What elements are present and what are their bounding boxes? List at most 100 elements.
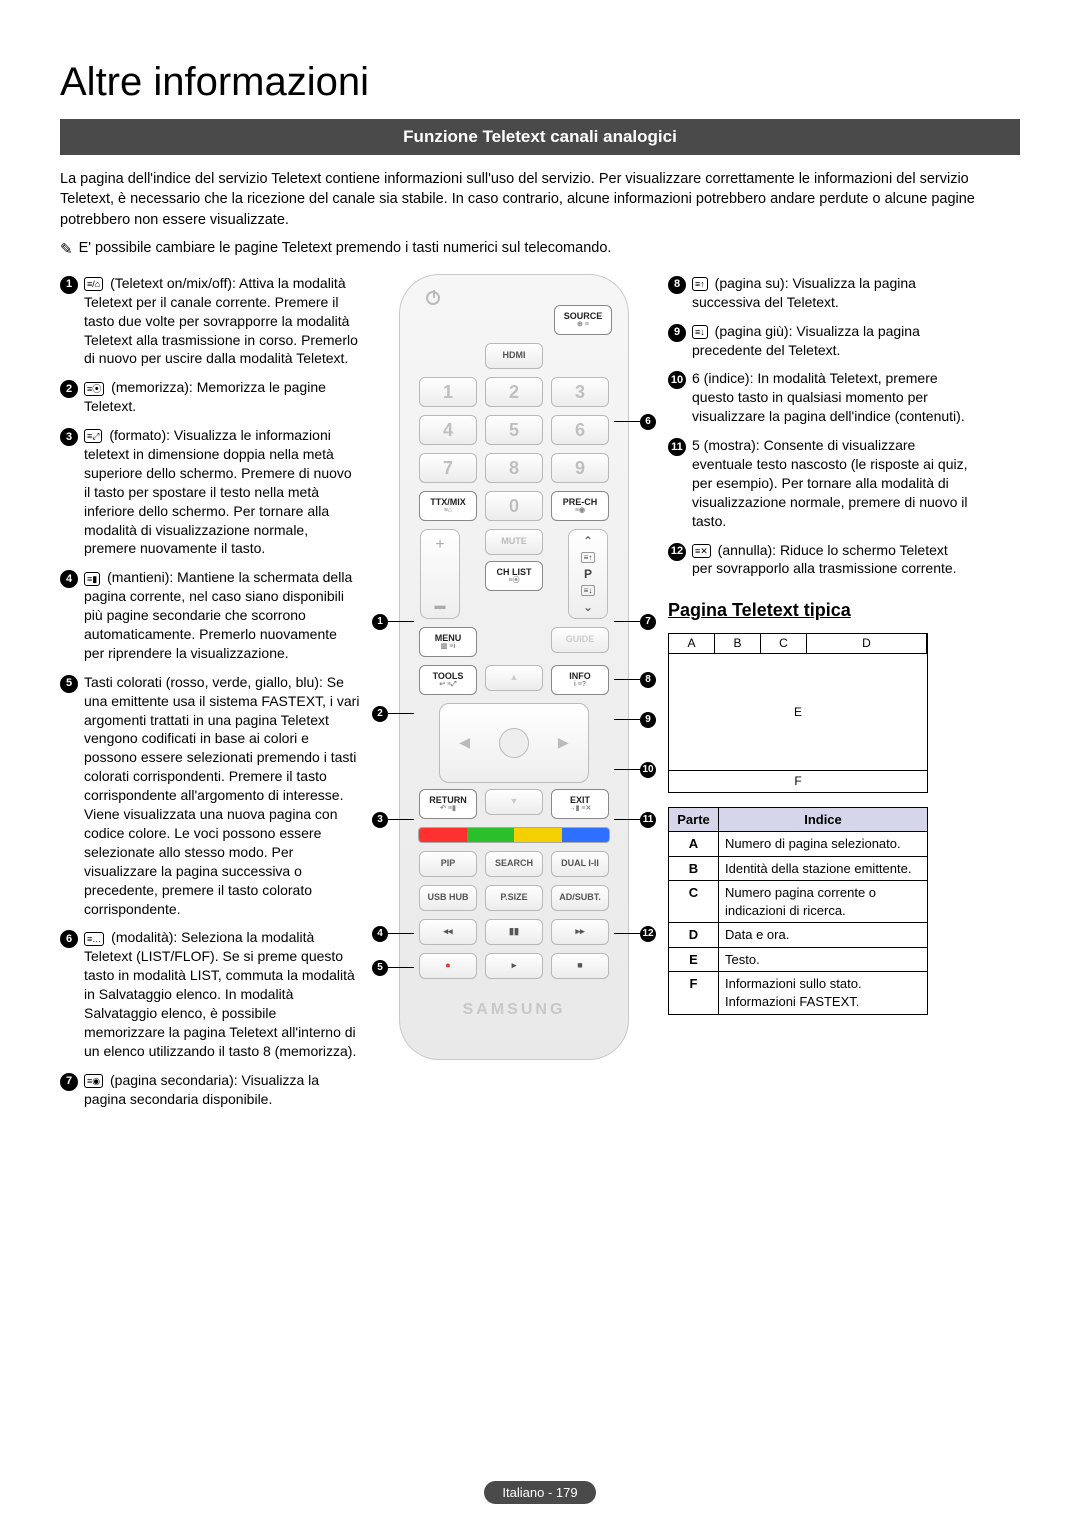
psize-button[interactable]: P.SIZE <box>485 885 543 911</box>
num-8[interactable]: 8 <box>485 453 543 483</box>
diagram-b: B <box>715 634 761 653</box>
cell-part: A <box>669 832 719 857</box>
chlist-button[interactable]: CH LIST≡⦿ <box>485 561 543 591</box>
feature-icon: ≡↓ <box>692 325 708 339</box>
feature-number: 12 <box>668 543 686 561</box>
prech-button[interactable]: PRE-CH≡◉ <box>551 491 609 521</box>
feature-text: ≡◉ (pagina secondaria): Visualizza la pa… <box>84 1071 360 1109</box>
num-7[interactable]: 7 <box>419 453 477 483</box>
callout-10: 10 <box>640 762 656 778</box>
search-button[interactable]: SEARCH <box>485 851 543 877</box>
feature-number: 6 <box>60 930 78 948</box>
feature-text: ≡↓ (pagina giù): Visualizza la pagina pr… <box>692 322 968 360</box>
diagram-e: E <box>669 654 927 770</box>
dpad[interactable]: ◀▶ <box>439 703 589 783</box>
cell-part: C <box>669 881 719 923</box>
diagram-d: D <box>807 634 927 653</box>
tools-button[interactable]: TOOLS↩ ≡⤢ <box>419 665 477 695</box>
dpad-ok[interactable] <box>499 728 529 758</box>
remote-column: SOURCE⊕ ≡ HDMI 1 2 3 4 5 6 7 8 9 TTX/MIX… <box>374 274 654 1060</box>
teletext-diagram: A B C D E F <box>668 633 928 793</box>
feature-icon: ≡✕ <box>692 544 711 558</box>
guide-button[interactable]: GUIDE <box>551 627 609 653</box>
info-button[interactable]: INFOi ≡? <box>551 665 609 695</box>
color-button[interactable] <box>514 828 562 842</box>
color-button[interactable] <box>419 828 467 842</box>
volume-rocker[interactable]: +▬ <box>420 529 460 619</box>
feature-text: 5 (mostra): Consente di visualizzare eve… <box>692 436 968 530</box>
source-button[interactable]: SOURCE⊕ ≡ <box>554 305 612 335</box>
callout-6: 6 <box>640 414 656 430</box>
feature-text: ≡✕ (annulla): Riduce lo schermo Teletext… <box>692 541 968 579</box>
color-button[interactable] <box>467 828 515 842</box>
channel-rocker[interactable]: ⌃≡↑ P ≡↓⌄ <box>568 529 608 619</box>
num-3[interactable]: 3 <box>551 377 609 407</box>
usb-button[interactable]: USB HUB <box>419 885 477 911</box>
rec-button[interactable]: ● <box>419 953 477 979</box>
num-4[interactable]: 4 <box>419 415 477 445</box>
footer: Italiano - 179 <box>0 1481 1080 1504</box>
num-5[interactable]: 5 <box>485 415 543 445</box>
feature-text: ≡⦿ (memorizza): Memorizza le pagine Tele… <box>84 378 360 416</box>
feature-icon: ≡⦿ <box>84 382 104 396</box>
feature-number: 3 <box>60 428 78 446</box>
feature-number: 8 <box>668 276 686 294</box>
pause-button[interactable]: ▮▮ <box>485 919 543 945</box>
hdmi-button[interactable]: HDMI <box>485 343 543 369</box>
feature-item: 12 ≡✕ (annulla): Riduce lo schermo Telete… <box>668 541 968 579</box>
features-left-column: 1≡/⌂ (Teletext on/mix/off): Attiva la mo… <box>60 274 360 1119</box>
down-button[interactable]: ▼ <box>485 789 543 815</box>
parts-table: Parte Indice ANumero di pagina seleziona… <box>668 807 928 1015</box>
cell-part: F <box>669 972 719 1014</box>
callout-1: 1 <box>372 614 388 630</box>
feature-item: 1≡/⌂ (Teletext on/mix/off): Attiva la mo… <box>60 274 360 368</box>
note-text: E' possibile cambiare le pagine Teletext… <box>79 240 612 258</box>
cell-desc: Identità della stazione emittente. <box>719 856 928 881</box>
stop-button[interactable]: ■ <box>551 953 609 979</box>
play-button[interactable]: ▸ <box>485 953 543 979</box>
page-number: Italiano - 179 <box>484 1481 595 1504</box>
cell-desc: Informazioni sullo stato. Informazioni F… <box>719 972 928 1014</box>
feature-icon: ≡/⌂ <box>84 277 103 291</box>
callout-9: 9 <box>640 712 656 728</box>
intro-paragraph: La pagina dell'indice del servizio Telet… <box>60 169 1020 230</box>
color-button[interactable] <box>562 828 610 842</box>
mute-button[interactable]: MUTE <box>485 529 543 555</box>
num-0[interactable]: 0 <box>485 491 543 521</box>
cell-part: D <box>669 923 719 948</box>
num-6[interactable]: 6 <box>551 415 609 445</box>
table-row: ANumero di pagina selezionato. <box>669 832 928 857</box>
callout-4: 4 <box>372 926 388 942</box>
color-buttons[interactable] <box>418 827 610 843</box>
rew-button[interactable]: ◂◂ <box>419 919 477 945</box>
return-button[interactable]: RETURN↶ ≡▮ <box>419 789 477 819</box>
num-9[interactable]: 9 <box>551 453 609 483</box>
num-2[interactable]: 2 <box>485 377 543 407</box>
remote-control: SOURCE⊕ ≡ HDMI 1 2 3 4 5 6 7 8 9 TTX/MIX… <box>399 274 629 1060</box>
page-title: Altre informazioni <box>60 60 1020 105</box>
menu-button[interactable]: MENU▥ ≡i <box>419 627 477 657</box>
dual-button[interactable]: DUAL I-II <box>551 851 609 877</box>
feature-number: 10 <box>668 371 686 389</box>
callout-11: 11 <box>640 812 656 828</box>
feature-text: ≡↑ (pagina su): Visualizza la pagina suc… <box>692 274 968 312</box>
diagram-c: C <box>761 634 807 653</box>
power-icon <box>426 291 440 305</box>
feature-text: ≡▮ (mantieni): Mantiene la schermata del… <box>84 568 360 662</box>
th-parte: Parte <box>669 807 719 832</box>
up-button[interactable]: ▲ <box>485 665 543 691</box>
pip-button[interactable]: PIP <box>419 851 477 877</box>
feature-item: 10 6 (indice): In modalità Teletext, pre… <box>668 369 968 426</box>
ffw-button[interactable]: ▸▸ <box>551 919 609 945</box>
exit-button[interactable]: EXIT→▮ ≡✕ <box>551 789 609 819</box>
cell-part: B <box>669 856 719 881</box>
ad-button[interactable]: AD/SUBT. <box>551 885 609 911</box>
feature-text: ≡… (modalità): Seleziona la modalità Tel… <box>84 928 360 1060</box>
feature-icon: ≡⤢ <box>84 429 102 443</box>
feature-item: 2≡⦿ (memorizza): Memorizza le pagine Tel… <box>60 378 360 416</box>
note-icon: ✎ <box>60 240 73 258</box>
ttx-button[interactable]: TTX/MIX≡⌂ <box>419 491 477 521</box>
num-1[interactable]: 1 <box>419 377 477 407</box>
feature-number: 1 <box>60 276 78 294</box>
section-heading: Funzione Teletext canali analogici <box>60 119 1020 155</box>
